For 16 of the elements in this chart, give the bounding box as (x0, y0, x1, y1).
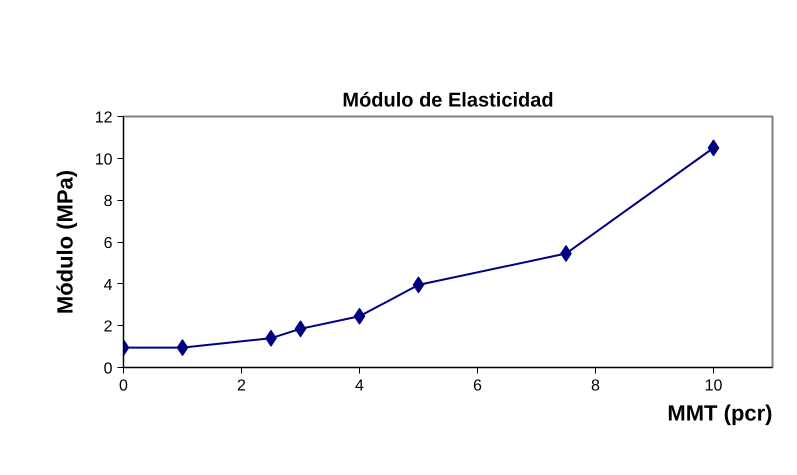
x-tick-label: 4 (355, 378, 364, 394)
y-tick-label: 4 (104, 276, 113, 294)
chart-title: Módulo de Elasticidad (342, 90, 554, 112)
y-tick-label: 12 (94, 110, 113, 126)
y-tick-label: 0 (104, 360, 113, 378)
y-tick-label: 6 (104, 235, 113, 252)
y-tick-label: 2 (104, 318, 113, 336)
x-axis-title: MMT (pcr) (667, 400, 773, 426)
x-tick-label: 10 (704, 378, 722, 394)
x-tick-label: 8 (591, 378, 600, 394)
x-tick-label: 0 (119, 378, 128, 394)
y-axis-title: Módulo (MPa) (52, 170, 78, 314)
y-tick-label: 10 (94, 151, 113, 168)
x-tick-label: 2 (237, 378, 246, 394)
y-tick-label: 8 (104, 193, 113, 210)
x-tick-label: 6 (473, 378, 482, 394)
